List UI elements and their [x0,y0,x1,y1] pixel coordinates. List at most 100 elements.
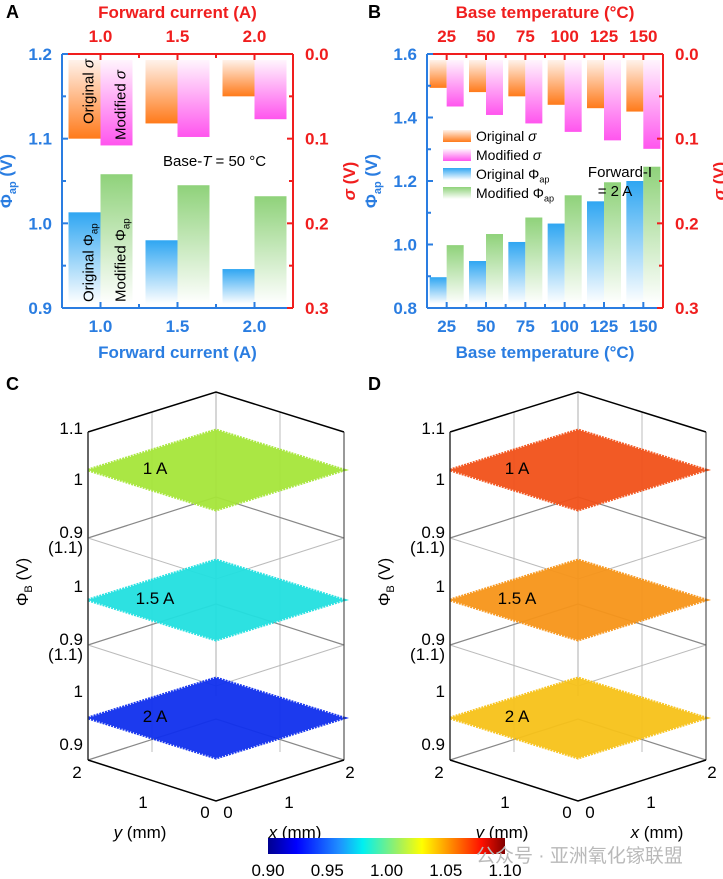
y-tick-label: 2 [72,763,81,782]
top-tick-label: 100 [550,27,578,46]
top-tick-label: 150 [629,27,657,46]
top-tick-label: 1.0 [89,27,113,46]
bar-modified-ap-1.5 [177,185,210,304]
z-tick-label: (1.1) [410,645,445,664]
layer-label: 1.5 A [498,589,537,608]
legend-label: Original σ [476,128,537,144]
surface-layer-1.5a [82,558,350,642]
bar-original-ap-100 [547,223,565,304]
y-tick-label: 0 [562,803,571,822]
bar-modified-ap-2.0 [254,196,287,304]
surface-layer-2a [444,676,712,760]
z-tick-label: 1 [436,682,445,701]
panel-label-a: A [6,2,19,22]
top-tick-label: 2.0 [243,27,267,46]
bar-original-ap-25 [429,277,447,304]
z-tick-label: 1 [74,682,83,701]
panel-a-chart: 0.9 1.0 1.1 1.2 0.0 0.1 0.2 0.3 1.0 1.0 1.5 1.5 2.0 2… [0,3,359,362]
right-tick-label: 0.0 [675,45,699,64]
colorbar-tick-label: 1.05 [429,861,462,879]
box-top-edge [449,391,707,433]
bar-original-ap-1.0 [68,212,101,304]
bottom-tick-label: 1.0 [89,317,113,336]
annotation-2a: = 2 A [598,183,633,200]
left-tick-label: 1.2 [393,172,417,191]
box-top-edge [87,391,345,433]
top-axis-title: Base temperature (°C) [456,3,635,22]
colorbar-tick-label: 1.10 [488,861,521,879]
level-plane-front [87,759,345,802]
z-tick-label: 1.1 [421,419,445,438]
bar-original-ap-125 [587,201,604,304]
z-axis-title: ΦB (V) [375,558,397,606]
box-bottom-edge [449,759,707,802]
left-axis-title: Φap (V) [362,154,384,208]
surface-layer-1.5a [444,558,712,642]
top-tick-label: 75 [516,27,535,46]
bar-original-ap-1.5 [145,240,178,304]
z-axis-title: ΦB (V) [13,558,35,606]
z-tick-label: (1.1) [48,538,83,557]
surface-layer-2a [82,676,350,760]
x-axis-title: Base temperature (°C) [456,343,635,362]
x-tick-label: 2 [345,763,354,782]
colorbar-tick-label: 0.95 [311,861,344,879]
z-tick-label: 0.9 [421,630,445,649]
y-tick-label: 1 [138,793,147,812]
z-tick-label: 1.1 [59,419,83,438]
left-tick-label: 1.4 [393,109,417,128]
bar-original--100 [547,60,565,105]
bar-original--75 [508,60,526,97]
right-axis-title: σ (V) [340,162,359,201]
panel-label-b: B [368,2,381,22]
bar-modified--1.0 [100,60,133,146]
surface-layer-1a [82,428,350,512]
bar-original-ap-150 [626,181,644,304]
layer-label: 1 A [143,459,168,478]
right-axis-title: σ (V) [710,162,723,201]
z-tick-label: 1 [74,470,83,489]
annotation-base-t: Base-T = 50 °C [163,153,266,170]
inline-label-modified-phi: Modified Φap [113,218,133,302]
colorbar-tick-label: 0.90 [251,861,284,879]
bar-modified--75 [525,60,543,124]
bottom-tick-label: 2.0 [243,317,267,336]
x-axis-title: x (mm) [268,823,322,842]
right-tick-label: 0.0 [305,45,329,64]
bar-modified--100 [564,60,582,132]
layer-label: 2 A [505,707,530,726]
colorbar-tick-label: 1.00 [370,861,403,879]
x-tick-label: 0 [223,803,232,822]
z-tick-label: 0.9 [59,630,83,649]
left-tick-label: 1.0 [28,214,52,233]
z-tick-label: 1 [436,577,445,596]
bottom-tick-label: 25 [437,317,456,336]
bottom-tick-label: 75 [516,317,535,336]
x-axis-title: Forward current (A) [98,343,257,362]
bar-modified--125 [604,60,621,141]
bar-original-ap-2.0 [222,269,255,304]
top-axis-title: Forward current (A) [98,3,257,22]
inline-label-modified-sigma: Modified σ [113,69,130,140]
y-tick-label: 0 [200,803,209,822]
bar-original--1.0 [68,60,101,139]
z-tick-label: 0.9 [421,523,445,542]
legend-swatch [443,130,471,142]
z-tick-label: (1.1) [48,645,83,664]
bottom-tick-label: 125 [590,317,618,336]
box-bottom-edge [87,759,345,802]
bar-modified-ap-25 [446,245,464,304]
legend-label: Original Φap [476,166,549,185]
bar-original-ap-75 [508,241,526,304]
bar-modified-ap-125 [604,182,621,304]
left-tick-label: 1.2 [28,45,52,64]
panel-label-c: C [6,374,19,394]
legend-label: Modified Φap [476,185,554,204]
bar-modified--25 [446,60,464,107]
bar-modified-ap-75 [525,217,543,304]
bar-modified-ap-150 [643,166,661,304]
bar-modified-ap-1.0 [100,174,133,304]
y-axis-title: y (mm) [113,823,167,842]
bar-original--25 [429,60,447,88]
panel-b-chart: 0.8 1.0 1.2 1.4 1.6 0.0 0.1 0.2 0.3 25 25 50 50 75 75 1… [362,3,723,362]
